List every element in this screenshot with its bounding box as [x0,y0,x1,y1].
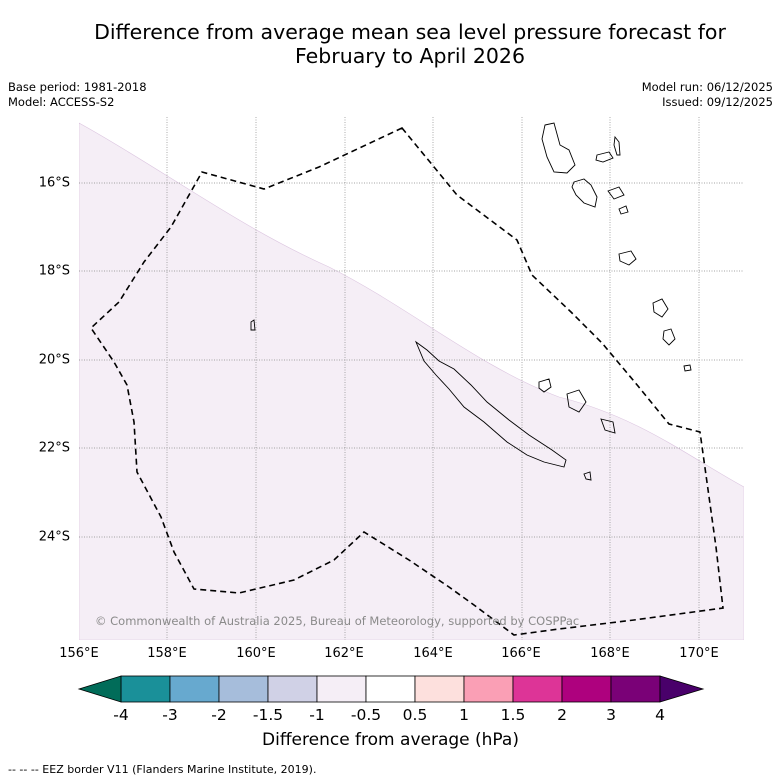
lat-label: 18°S [38,263,70,279]
colorbar [77,675,705,703]
island-erromango [652,298,669,318]
map-canvas [79,117,744,640]
colorbar-cell [512,675,563,703]
lon-label: 160°E [236,646,276,661]
colorbar-tick: -4 [113,706,129,724]
colorbar-tick: 3 [606,706,616,724]
anomaly-shading [79,122,744,640]
colorbar-tick: 4 [655,706,665,724]
colorbar-cell [365,675,416,703]
lon-label: 168°E [590,646,630,661]
model-run-text: Model run: 06/12/2025 [641,80,773,94]
lat-label: 20°S [38,352,70,368]
colorbar-cell [414,675,465,703]
colorbar-tick: -1.5 [252,706,284,724]
colorbar-under-arrow [77,675,122,703]
chart-title-line-2: February to April 2026 [295,44,525,68]
colorbar-cell [169,675,220,703]
colorbar-cell [218,675,269,703]
colorbar-tick: 2 [557,706,567,724]
colorbar-cell [561,675,612,703]
colorbar-tick: 0.5 [402,706,428,724]
coastlines [250,122,692,481]
island-maewo [613,135,621,156]
meta-right: Model run: 06/12/2025 Issued: 09/12/2025 [642,80,773,110]
island-malekula [571,178,598,208]
colorbar-tick: -2 [211,706,227,724]
lon-label: 170°E [679,646,719,661]
graticule [79,117,744,640]
island-malo [595,151,614,163]
map-panel [79,117,744,640]
island-aneityum [683,364,692,372]
colorbar-cell [610,675,661,703]
island-isle-of-pines [583,471,592,481]
lon-label: 156°E [59,646,99,661]
lon-label: 158°E [147,646,187,661]
base-period-text: Base period: 1981-2018 [8,80,147,94]
colorbar-label: Difference from average (hPa) [262,730,519,750]
issued-text: Issued: 09/12/2025 [662,95,773,109]
island-new-caledonia [414,340,567,468]
island-tanna [662,328,676,346]
lat-label: 24°S [38,529,70,545]
lon-label: 162°E [324,646,364,661]
island-loyalty-3 [600,418,616,434]
island-loyalty-1 [538,378,552,393]
model-text: Model: ACCESS-S2 [8,95,115,109]
island-epi [618,205,629,215]
copyright-text: © Commonwealth of Australia 2025, Bureau… [95,614,580,628]
island-efate [618,250,637,266]
island-espiritu-santo [541,122,576,174]
lon-label: 164°E [413,646,453,661]
colorbar-tick: 1.5 [500,706,526,724]
island-chesterfield [250,319,256,331]
lat-label: 22°S [38,440,70,456]
chart-title-line-1: Difference from average mean sea level p… [94,20,726,44]
colorbar-tick: 1 [459,706,469,724]
chart-title: Difference from average mean sea level p… [40,20,780,68]
eez-border [89,127,724,636]
colorbar-cell [463,675,514,703]
island-ambrym [607,186,625,200]
colorbar-cell [267,675,318,703]
colorbar-cell [316,675,367,703]
eez-legend-text: -- -- -- EEZ border V11 (Flanders Marine… [8,763,317,776]
lat-label: 16°S [38,175,70,191]
colorbar-cell [120,675,171,703]
meta-left: Base period: 1981-2018 Model: ACCESS-S2 [8,80,147,110]
colorbar-tick: -0.5 [350,706,382,724]
island-loyalty-2 [566,389,587,413]
colorbar-over-arrow [659,675,705,703]
lon-label: 166°E [501,646,541,661]
colorbar-tick: -1 [309,706,325,724]
colorbar-tick: -3 [162,706,178,724]
